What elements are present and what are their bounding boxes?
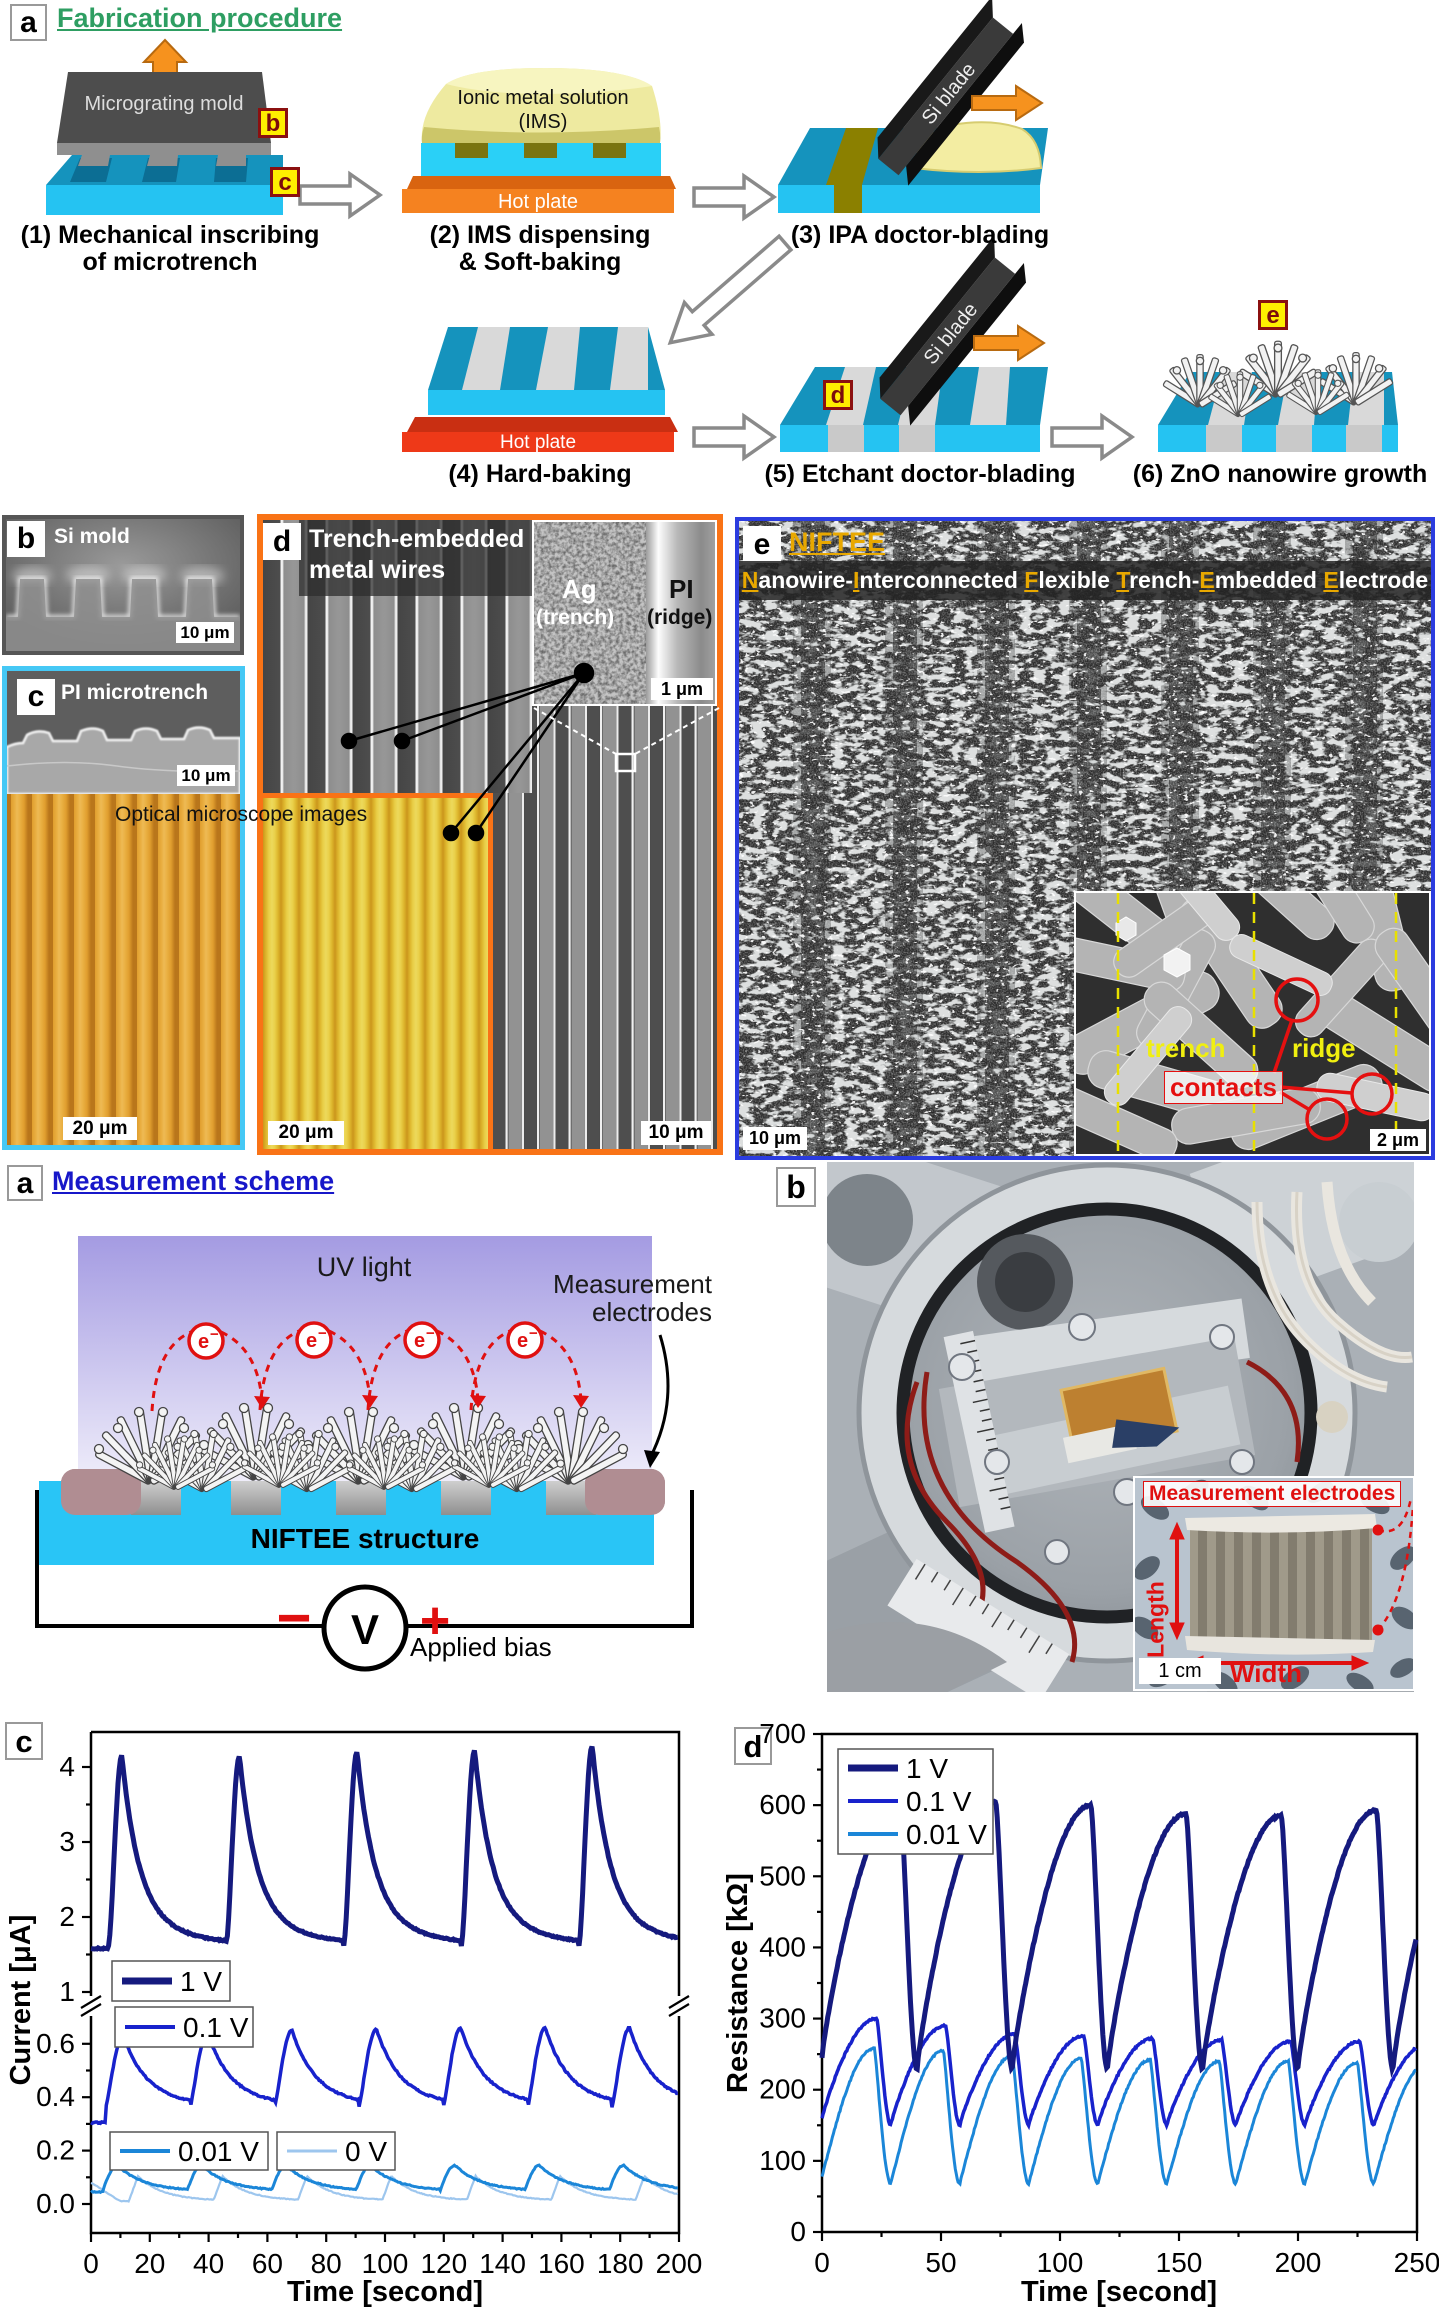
svg-text:electrodes: electrodes [592, 1297, 712, 1327]
svg-text:0.4: 0.4 [36, 2081, 75, 2112]
svg-text:V: V [351, 1606, 379, 1653]
svg-text:0.2: 0.2 [36, 2135, 75, 2166]
svg-text:700: 700 [759, 1718, 806, 1749]
svg-text:100: 100 [1037, 2247, 1084, 2278]
svg-text:600: 600 [759, 1789, 806, 1820]
svg-text:Resistance [kΩ]: Resistance [kΩ] [722, 1873, 754, 2093]
svg-text:0: 0 [83, 2248, 99, 2279]
svg-text:100: 100 [362, 2248, 409, 2279]
svg-text:(IMS): (IMS) [519, 111, 568, 133]
svg-text:150: 150 [1156, 2247, 1203, 2278]
svg-text:80: 80 [311, 2248, 342, 2279]
svg-text:1 V: 1 V [906, 1753, 948, 1784]
svg-text:1: 1 [59, 1976, 75, 2007]
svg-text:2: 2 [59, 1901, 75, 1932]
svg-text:140: 140 [479, 2248, 526, 2279]
svg-text:Measurement: Measurement [553, 1269, 713, 1299]
svg-text:0.1 V: 0.1 V [906, 1786, 972, 1817]
svg-text:180: 180 [597, 2248, 644, 2279]
svg-text:Hot plate: Hot plate [500, 432, 576, 453]
svg-text:20: 20 [134, 2248, 165, 2279]
svg-text:0.0: 0.0 [36, 2188, 75, 2219]
svg-text:200: 200 [759, 2074, 806, 2105]
svg-text:300: 300 [759, 2003, 806, 2034]
svg-text:120: 120 [420, 2248, 467, 2279]
svg-text:0.01 V: 0.01 V [906, 1819, 987, 1850]
svg-text:0.1 V: 0.1 V [183, 2012, 249, 2043]
svg-text:40: 40 [193, 2248, 224, 2279]
svg-text:0.01 V: 0.01 V [178, 2136, 259, 2167]
svg-text:UV light: UV light [317, 1252, 412, 1282]
svg-text:0 V: 0 V [345, 2136, 387, 2167]
svg-text:400: 400 [759, 1931, 806, 1962]
svg-text:Ionic metal solution: Ionic metal solution [457, 87, 628, 109]
svg-text:NIFTEE structure: NIFTEE structure [251, 1523, 480, 1554]
svg-text:+: + [420, 1592, 450, 1650]
svg-text:Current [μA]: Current [μA] [5, 1915, 37, 2086]
svg-text:50: 50 [925, 2247, 956, 2278]
svg-text:Time [second]: Time [second] [1021, 2276, 1217, 2308]
svg-text:−: − [276, 1584, 311, 1651]
svg-text:160: 160 [538, 2248, 585, 2279]
svg-text:100: 100 [759, 2145, 806, 2176]
svg-text:250: 250 [1394, 2247, 1439, 2278]
svg-text:60: 60 [252, 2248, 283, 2279]
svg-text:Micrograting mold: Micrograting mold [85, 93, 244, 115]
svg-text:3: 3 [59, 1826, 75, 1857]
svg-text:200: 200 [656, 2248, 703, 2279]
svg-text:500: 500 [759, 1860, 806, 1891]
svg-text:0.6: 0.6 [36, 2028, 75, 2059]
svg-text:0: 0 [814, 2247, 830, 2278]
svg-text:0: 0 [790, 2216, 806, 2247]
svg-text:4: 4 [59, 1751, 75, 1782]
svg-text:Applied bias: Applied bias [410, 1632, 552, 1662]
svg-text:200: 200 [1275, 2247, 1322, 2278]
svg-text:Hot plate: Hot plate [498, 191, 578, 213]
svg-text:1 V: 1 V [180, 1966, 222, 1997]
svg-text:Time [second]: Time [second] [287, 2276, 483, 2308]
